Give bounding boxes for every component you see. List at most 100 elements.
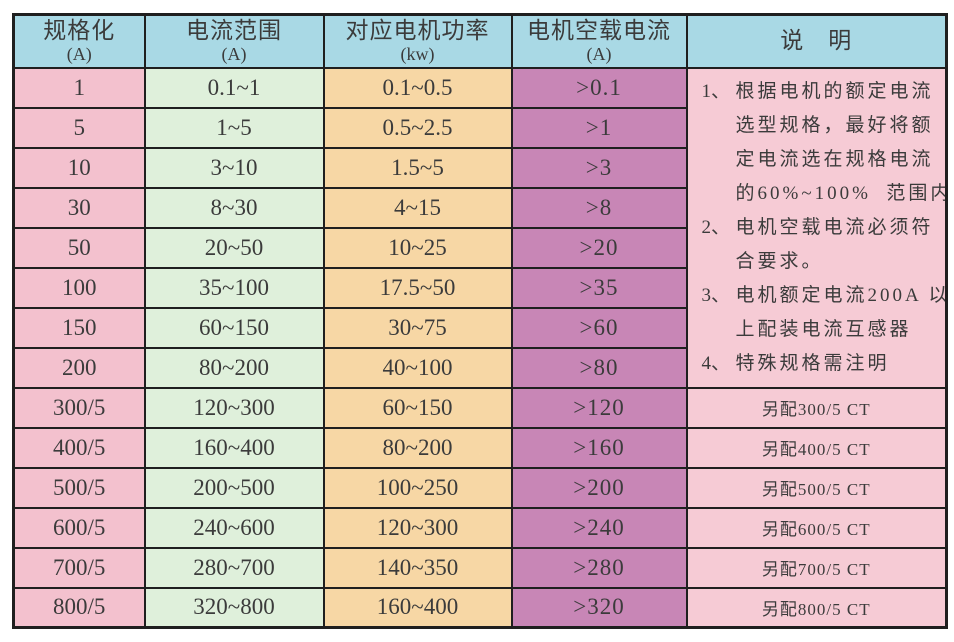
spec-cell: 30 — [12, 186, 146, 229]
spec-cell: 5 — [12, 106, 146, 149]
noload-cell: >80 — [510, 346, 688, 389]
col-header-noload: 电机空载电流 (A) — [510, 13, 688, 69]
noload-cell: >3 — [510, 146, 688, 189]
col-header-power-unit: (kw) — [400, 44, 435, 65]
spec-cell: 50 — [12, 226, 146, 269]
col-header-range-title: 电流范围 — [186, 18, 282, 44]
ct-note-cell: 另配600/5 CT — [685, 506, 948, 549]
table-row: 500/5 200~500 100~250 >200 另配500/5 CT — [12, 466, 948, 509]
power-cell: 40~100 — [322, 346, 513, 389]
spec-cell: 500/5 — [12, 466, 146, 509]
power-cell: 100~250 — [322, 466, 513, 509]
table-row: 30 8~30 4~15 >8 — [12, 186, 947, 229]
power-cell: 120~300 — [322, 506, 513, 549]
spec-cell: 100 — [12, 266, 146, 309]
col-header-noload-title: 电机空载电流 — [527, 18, 671, 44]
range-cell: 0.1~1 — [143, 66, 325, 109]
note-line: 根据电机的额定电流 — [735, 80, 934, 102]
power-cell: 4~15 — [322, 186, 513, 229]
noload-cell: >200 — [510, 466, 688, 509]
col-header-range-unit: (A) — [221, 44, 247, 65]
motor-spec-table: 规格化 (A) 电流范围 (A) 对应电机功率 (kw) 电机空载电流 (A) … — [12, 13, 948, 629]
power-cell: 0.1~0.5 — [322, 66, 513, 109]
ct-note-cell: 另配800/5 CT — [685, 586, 948, 629]
note-number: 2、 — [701, 216, 731, 238]
range-cell: 200~500 — [143, 466, 325, 509]
note-text: 电机额定电流200A 以 上配装电流互感器 — [735, 279, 945, 347]
table-row: 600/5 240~600 120~300 >240 另配600/5 CT — [12, 506, 948, 549]
col-header-spec-title: 规格化 — [43, 18, 116, 44]
note-item-4: 4、 特殊规格需注明 — [702, 347, 938, 381]
note-line: 上配装电流互感器 — [735, 318, 912, 340]
table-row: 50 20~50 10~25 >20 — [12, 226, 947, 269]
notes-cell: 1、 根据电机的额定电流 选型规格，最好将额 定电流选在规格电流 的60%~10… — [685, 66, 948, 389]
note-number: 1、 — [701, 80, 731, 102]
spec-cell: 700/5 — [12, 546, 146, 589]
range-cell: 60~150 — [143, 306, 325, 349]
note-number: 4、 — [701, 352, 731, 374]
spec-cell: 10 — [12, 146, 146, 189]
table-row: 400/5 160~400 80~200 >160 另配400/5 CT — [12, 426, 948, 469]
table-row: 5 1~5 0.5~2.5 >1 — [12, 106, 947, 149]
spec-cell: 800/5 — [12, 586, 146, 629]
note-line: 电机空载电流必须符 — [735, 216, 934, 238]
power-cell: 0.5~2.5 — [322, 106, 513, 149]
note-line: 的60%~100% 范围内。 — [735, 182, 945, 204]
table-row: 700/5 280~700 140~350 >280 另配700/5 CT — [12, 546, 948, 589]
note-line: 合要求。 — [735, 250, 824, 272]
range-cell: 35~100 — [143, 266, 325, 309]
note-item-1: 1、 根据电机的额定电流 选型规格，最好将额 定电流选在规格电流 的60%~10… — [701, 75, 945, 211]
note-text: 特殊规格需注明 — [736, 347, 938, 381]
noload-cell: >60 — [510, 306, 688, 349]
col-header-noload-unit: (A) — [586, 44, 612, 65]
table-row: 300/5 120~300 60~150 >120 另配300/5 CT — [12, 386, 948, 429]
col-header-spec-unit: (A) — [66, 44, 92, 65]
range-cell: 3~10 — [143, 146, 325, 189]
table-row: 10 3~10 1.5~5 >3 — [12, 146, 947, 189]
noload-cell: >35 — [510, 266, 688, 309]
ct-note-cell: 另配700/5 CT — [685, 546, 948, 589]
ct-note-cell: 另配300/5 CT — [685, 386, 948, 429]
range-cell: 160~400 — [143, 426, 325, 469]
spec-cell: 300/5 — [12, 386, 146, 429]
spec-cell: 150 — [12, 306, 146, 349]
power-cell: 30~75 — [322, 306, 513, 349]
table-row: 150 60~150 30~75 >60 — [12, 306, 947, 349]
col-header-notes-title: 说 明 — [780, 28, 853, 54]
power-cell: 140~350 — [322, 546, 513, 589]
col-header-power: 对应电机功率 (kw) — [322, 13, 513, 69]
note-text: 根据电机的额定电流 选型规格，最好将额 定电流选在规格电流 的60%~100% … — [735, 75, 945, 211]
note-item-3: 3、 电机额定电流200A 以 上配装电流互感器 — [702, 279, 945, 347]
range-cell: 20~50 — [143, 226, 325, 269]
range-cell: 8~30 — [143, 186, 325, 229]
noload-cell: >120 — [510, 386, 688, 429]
range-cell: 240~600 — [143, 506, 325, 549]
power-cell: 60~150 — [322, 386, 513, 429]
table-row: 800/5 320~800 160~400 >320 另配800/5 CT — [12, 586, 948, 629]
table-row: 100 35~100 17.5~50 >35 — [12, 266, 947, 309]
spec-cell: 200 — [12, 346, 146, 389]
range-cell: 320~800 — [143, 586, 325, 629]
note-item-2: 2、 电机空载电流必须符 合要求。 — [702, 211, 938, 279]
spec-cell: 400/5 — [12, 426, 146, 469]
range-cell: 80~200 — [143, 346, 325, 389]
power-cell: 1.5~5 — [322, 146, 513, 189]
col-header-power-title: 对应电机功率 — [345, 18, 490, 44]
ct-note-cell: 另配500/5 CT — [685, 466, 948, 509]
note-text: 电机空载电流必须符 合要求。 — [736, 211, 938, 279]
range-cell: 280~700 — [143, 546, 325, 589]
col-header-spec: 规格化 (A) — [12, 13, 146, 69]
noload-cell: >20 — [510, 226, 688, 269]
spec-cell: 1 — [12, 66, 146, 109]
noload-cell: >240 — [510, 506, 688, 549]
power-cell: 160~400 — [322, 586, 513, 629]
noload-cell: >160 — [510, 426, 688, 469]
range-cell: 1~5 — [143, 106, 325, 149]
note-line: 特殊规格需注明 — [735, 352, 890, 374]
spec-cell: 600/5 — [12, 506, 146, 549]
table-row: 1 0.1~1 0.1~0.5 >0.1 1、 根据电机的额定电流 选型规格，最… — [12, 66, 948, 389]
ct-note-cell: 另配400/5 CT — [685, 426, 948, 469]
noload-cell: >1 — [510, 106, 688, 149]
col-header-range: 电流范围 (A) — [143, 13, 325, 69]
note-line: 选型规格，最好将额 — [735, 114, 934, 136]
